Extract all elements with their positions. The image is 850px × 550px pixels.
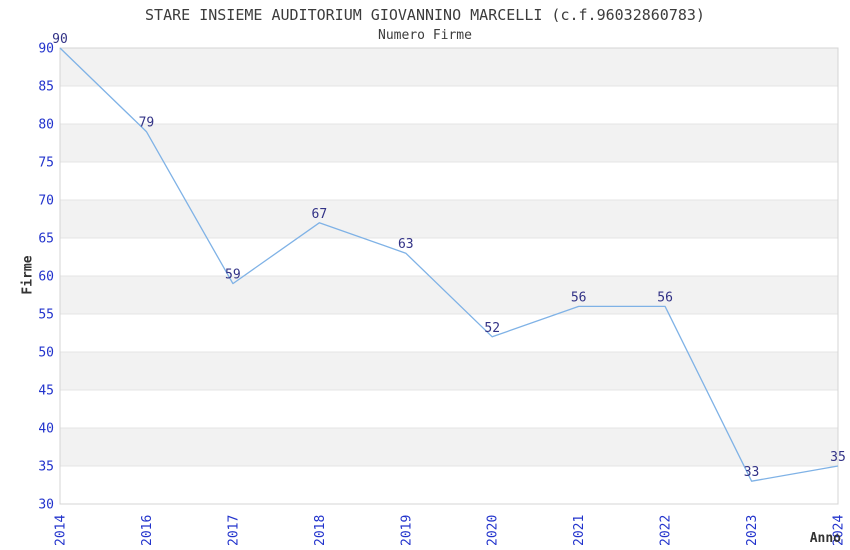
x-tick-label: 2022 [659, 515, 674, 546]
x-tick-label: 2017 [226, 515, 241, 546]
x-tick-label: 2014 [54, 515, 69, 546]
y-tick-label: 60 [38, 270, 54, 285]
y-tick-label: 75 [38, 156, 54, 171]
point-label: 56 [657, 290, 673, 305]
plot-border [59, 47, 839, 505]
y-tick-label: 65 [38, 232, 54, 247]
y-tick-label: 50 [38, 346, 54, 361]
chart-subtitle: Numero Firme [378, 28, 472, 43]
x-axis-title: Anno [809, 531, 841, 546]
y-tick-label: 85 [38, 80, 54, 95]
data-series-line [59, 47, 839, 482]
point-label: 33 [744, 465, 760, 480]
point-label: 52 [484, 321, 500, 336]
y-tick-label: 70 [38, 194, 54, 209]
y-axis-title: Firme [20, 255, 36, 295]
y-tick-label: 90 [38, 42, 54, 57]
x-tick-label: 2021 [572, 515, 587, 546]
y-tick-label: 55 [38, 308, 54, 323]
grid-band [60, 352, 838, 390]
point-label: 59 [225, 268, 241, 283]
grid-band [60, 124, 838, 162]
x-tick-label: 2019 [399, 515, 414, 546]
y-tick-label: 35 [38, 460, 54, 475]
point-label: 56 [571, 290, 587, 305]
chart-title: STARE INSIEME AUDITORIUM GIOVANNINO MARC… [145, 6, 705, 24]
grid-band [60, 200, 838, 238]
x-tick-label: 2018 [313, 515, 328, 546]
y-tick-label: 80 [38, 118, 54, 133]
x-tick-label: 2024 [832, 515, 847, 546]
y-tick-label: 40 [38, 422, 54, 437]
point-label: 63 [398, 237, 414, 252]
grid-band [60, 428, 838, 466]
point-label: 90 [52, 32, 68, 47]
x-tick-label: 2016 [140, 515, 155, 546]
x-tick-label: 2020 [486, 515, 501, 546]
point-label: 67 [312, 207, 328, 222]
y-tick-label: 45 [38, 384, 54, 399]
grid-band [60, 48, 838, 86]
point-label: 35 [830, 450, 846, 465]
x-tick-label: 2023 [745, 515, 760, 546]
point-label: 79 [139, 116, 155, 131]
y-tick-label: 30 [38, 498, 54, 513]
